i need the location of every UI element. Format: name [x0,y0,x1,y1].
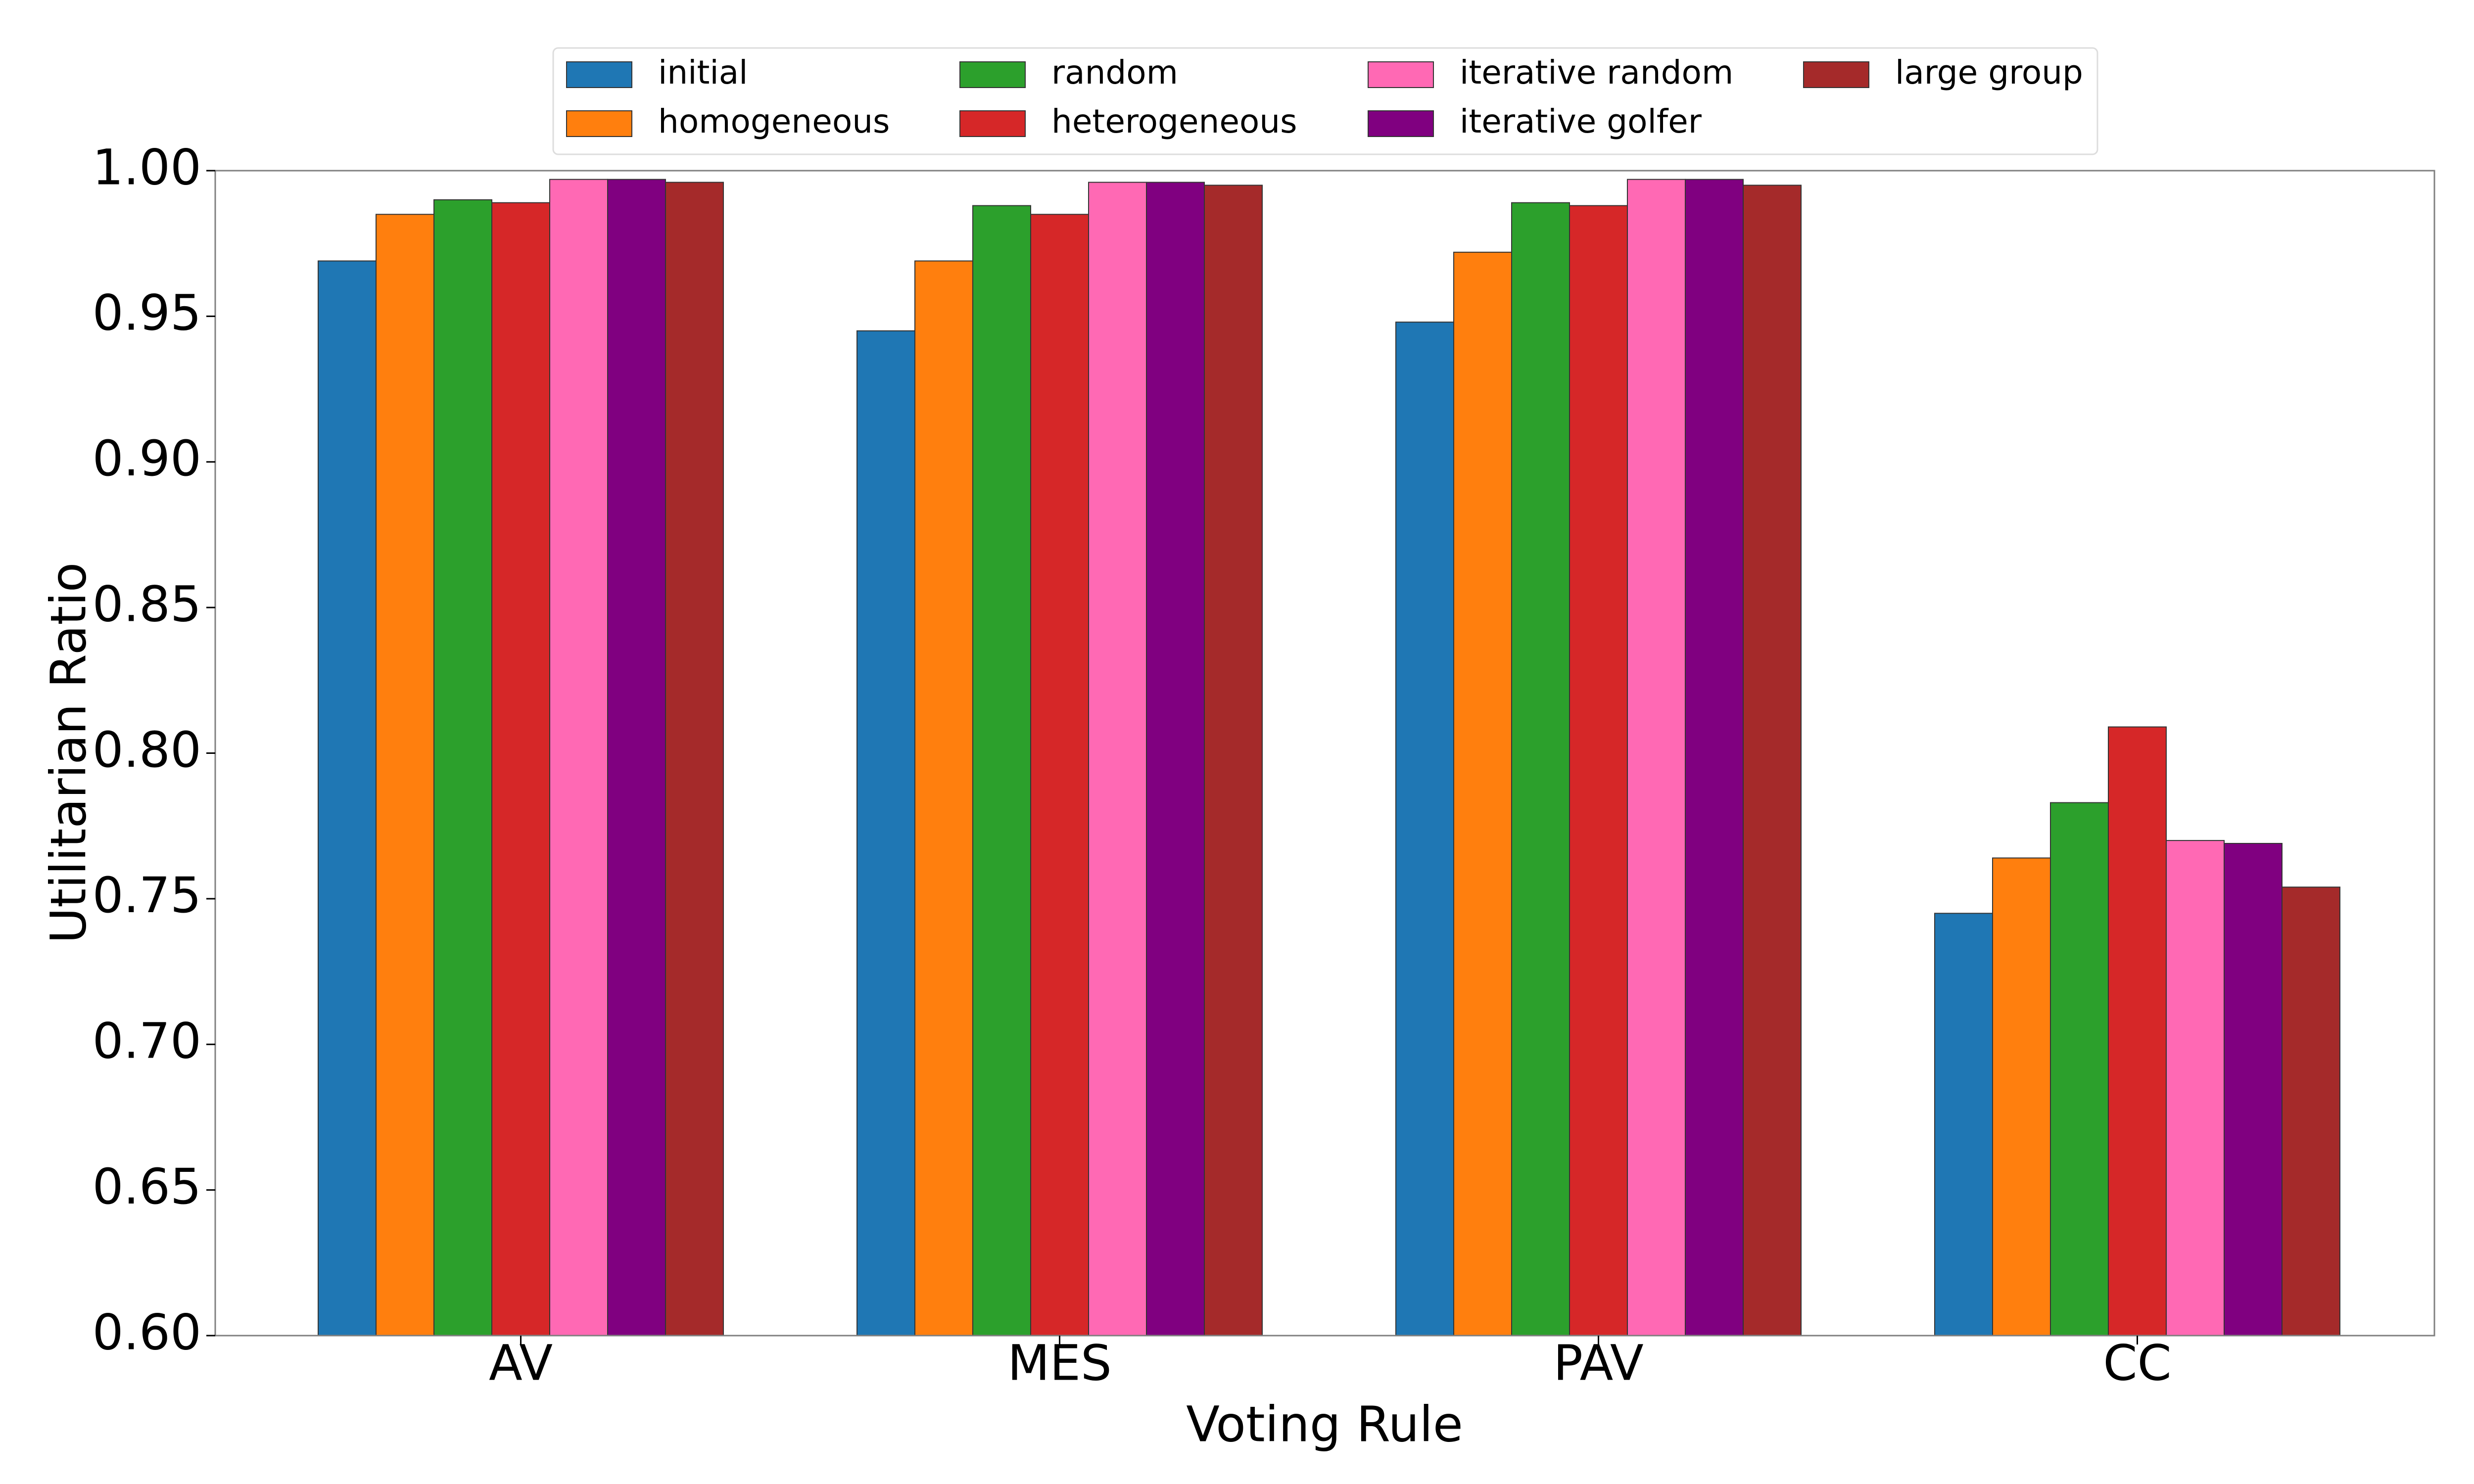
bar-av-heterogeneous [491,202,550,1337]
bar-pav-random [1511,202,1570,1337]
bar-cc-iterative-golfer [2224,843,2283,1336]
bar-pav-initial [1395,322,1454,1337]
bar-av-random [433,199,492,1336]
legend-frame [552,47,2098,155]
legend-swatch [1368,61,1434,88]
bar-mes-initial [856,330,915,1336]
y-tick-label: 0.95 [93,285,201,342]
bar-cc-large-group [2282,886,2340,1336]
legend-label: large group [1895,53,2083,92]
x-axis-title: Voting Rule [1186,1396,1463,1453]
x-tick-label: MES [1007,1335,1112,1391]
bar-av-homogeneous [376,214,434,1336]
y-tick-label: 0.65 [93,1159,201,1215]
x-tick-label: PAV [1553,1335,1643,1391]
bar-pav-homogeneous [1453,251,1512,1336]
bar-cc-heterogeneous [2108,726,2167,1336]
bar-cc-iterative-random [2166,840,2225,1336]
bar-mes-iterative-golfer [1146,182,1205,1336]
legend-label: iterative random [1460,53,1733,92]
y-tick-label: 0.75 [93,867,201,924]
y-tick-label: 1.00 [93,139,201,196]
legend-swatch [566,110,632,137]
bar-pav-large-group [1743,185,1802,1336]
y-axis-title: Utilitarian Ratio [40,562,97,944]
y-tick-label: 0.80 [93,722,201,779]
legend-label: initial [658,53,748,92]
legend-swatch [959,110,1026,137]
bars [318,179,2340,1337]
y-tick-label: 0.70 [93,1013,201,1070]
bar-av-iterative-golfer [607,179,666,1336]
legend-swatch [566,61,632,88]
bar-mes-iterative-random [1088,182,1147,1336]
legend-swatch [1803,61,1869,88]
bar-mes-large-group [1204,185,1263,1336]
y-axis: 0.60 0.65 0.70 0.75 0.80 0.85 0.90 0.95 1.00 [93,139,215,1361]
x-tick-label: AV [489,1335,553,1391]
bar-cc-random [2050,802,2109,1336]
x-tick-label: CC [2103,1335,2171,1391]
legend-swatch [1368,110,1434,137]
bar-av-large-group [665,182,724,1336]
bar-av-initial [318,260,377,1337]
bar-cc-initial [1934,913,1993,1336]
bar-cc-homogeneous [1992,857,2051,1336]
y-tick-label: 0.90 [93,430,201,487]
bar-pav-iterative-random [1627,179,1686,1336]
bar-mes-random [972,205,1031,1337]
legend-label: iterative golfer [1460,102,1702,140]
bar-pav-heterogeneous [1569,205,1628,1337]
bar-pav-iterative-golfer [1685,179,1744,1336]
bar-mes-homogeneous [914,260,973,1337]
y-tick-label: 0.60 [93,1304,201,1361]
y-tick-label: 0.85 [93,576,201,633]
legend-label: random [1051,53,1178,92]
x-axis: AV MES PAV CC [489,1335,2172,1391]
legend-label: heterogeneous [1051,102,1297,140]
legend: initial homogeneous random heterogeneous ite… [552,47,2098,155]
bar-av-iterative-random [549,179,608,1336]
bar-mes-heterogeneous [1030,214,1089,1336]
legend-swatch [959,61,1026,88]
legend-label: homogeneous [658,102,890,140]
